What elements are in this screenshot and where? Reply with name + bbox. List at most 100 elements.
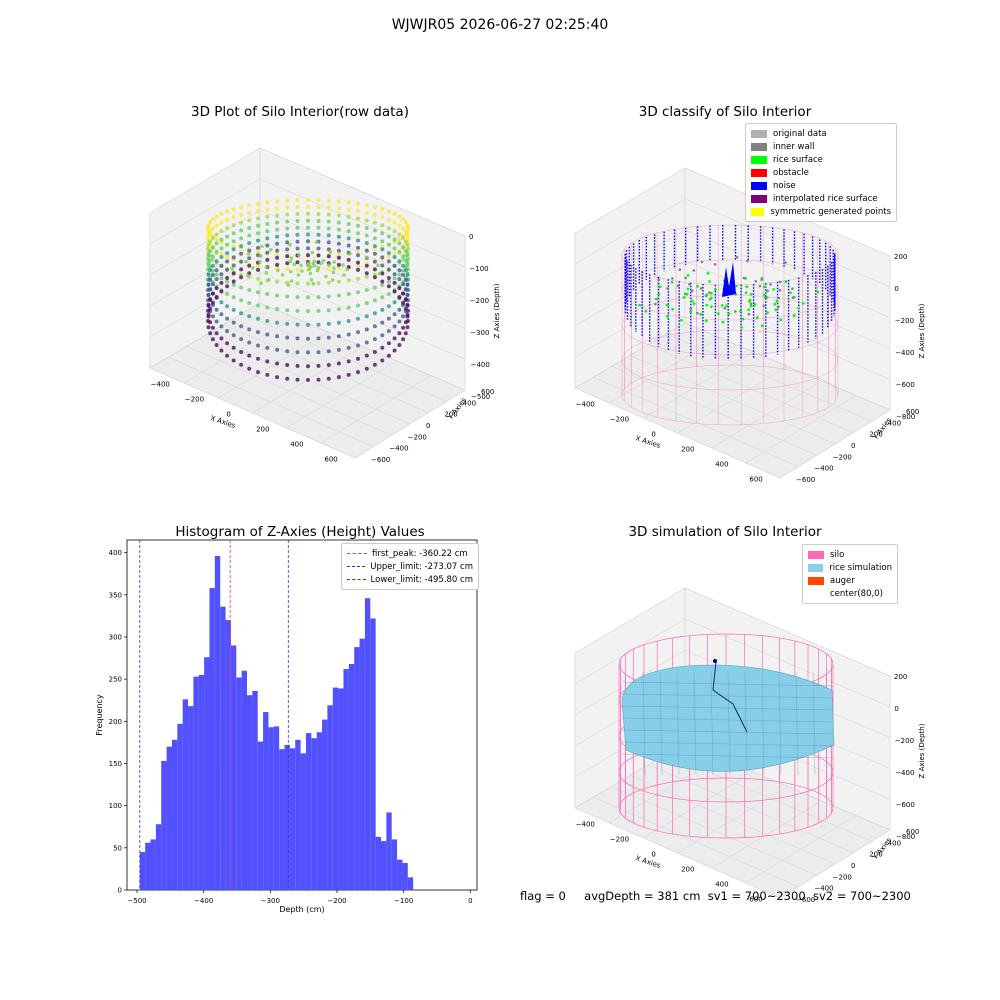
data-point bbox=[397, 241, 402, 246]
rice-surface-point bbox=[748, 300, 751, 303]
data-point bbox=[295, 198, 300, 203]
inner-wall-point bbox=[749, 302, 753, 306]
data-point bbox=[392, 280, 397, 285]
y-tick-label: −600 bbox=[796, 896, 815, 904]
data-point bbox=[256, 216, 260, 221]
data-point bbox=[247, 241, 252, 246]
data-point bbox=[231, 307, 236, 312]
data-point bbox=[214, 286, 219, 291]
histogram-bar bbox=[220, 606, 226, 890]
data-point bbox=[256, 201, 260, 206]
data-point bbox=[372, 220, 377, 225]
data-point bbox=[346, 305, 351, 310]
legend-swatch bbox=[347, 566, 366, 567]
data-point bbox=[306, 225, 310, 230]
data-point bbox=[401, 217, 406, 222]
data-point bbox=[260, 244, 264, 249]
data-point bbox=[380, 223, 385, 228]
data-point bbox=[256, 263, 260, 268]
data-point bbox=[295, 281, 300, 286]
rice-surface-point bbox=[708, 280, 711, 283]
inner-wall-point bbox=[723, 306, 727, 310]
data-point bbox=[403, 220, 408, 225]
data-point bbox=[356, 250, 360, 255]
data-point bbox=[265, 292, 270, 296]
y-tick-label: −200 bbox=[833, 453, 852, 461]
data-point bbox=[214, 343, 219, 347]
data-point bbox=[336, 199, 341, 204]
legend-entry: original data bbox=[751, 127, 891, 140]
data-point bbox=[346, 207, 351, 212]
histogram-bar bbox=[252, 690, 258, 890]
data-point bbox=[225, 234, 230, 239]
data-point bbox=[346, 292, 351, 296]
data-point bbox=[364, 340, 369, 345]
data-point bbox=[392, 312, 397, 317]
data-point bbox=[265, 236, 270, 241]
inner-wall-point bbox=[742, 276, 746, 280]
data-point bbox=[285, 261, 290, 266]
data-point bbox=[356, 343, 360, 348]
data-point bbox=[380, 282, 385, 287]
data-point bbox=[405, 312, 410, 317]
rice-surface-point bbox=[644, 309, 648, 313]
histogram-bar bbox=[145, 842, 151, 890]
data-point bbox=[239, 259, 244, 264]
data-point bbox=[309, 277, 314, 282]
data-point bbox=[372, 324, 377, 329]
data-point bbox=[346, 257, 351, 262]
z-tick-label: −400 bbox=[895, 769, 914, 777]
rice-surface-point bbox=[658, 285, 662, 288]
data-point bbox=[356, 316, 360, 321]
data-point bbox=[265, 332, 270, 337]
data-point bbox=[300, 269, 304, 273]
data-point bbox=[336, 248, 341, 253]
data-point bbox=[256, 276, 260, 281]
data-point bbox=[316, 225, 321, 230]
data-point bbox=[346, 319, 351, 323]
legend-entry: symmetric generated points bbox=[751, 205, 891, 218]
z-tick-label: −600 bbox=[896, 381, 915, 389]
data-point bbox=[210, 226, 215, 231]
data-point bbox=[380, 345, 385, 350]
data-point bbox=[326, 280, 331, 285]
data-point bbox=[310, 250, 315, 255]
data-point bbox=[380, 333, 385, 338]
histogram-bar bbox=[279, 749, 285, 890]
legend-label: Upper_limit: -273.07 cm bbox=[370, 561, 473, 572]
rice-surface-point bbox=[774, 308, 778, 311]
data-point bbox=[275, 206, 280, 211]
data-point bbox=[380, 271, 385, 276]
data-point bbox=[256, 356, 260, 361]
data-point bbox=[306, 211, 310, 216]
data-point bbox=[372, 213, 377, 217]
data-point bbox=[316, 336, 321, 341]
rice-surface-point bbox=[709, 305, 713, 308]
grid-line bbox=[745, 395, 856, 464]
data-point bbox=[258, 260, 262, 264]
data-point bbox=[275, 307, 280, 312]
data-point bbox=[356, 263, 360, 268]
data-point bbox=[210, 217, 215, 222]
data-point bbox=[326, 363, 331, 367]
data-point bbox=[219, 312, 224, 317]
x-tick-label: 600 bbox=[749, 476, 762, 484]
x-tick-label: 400 bbox=[715, 881, 728, 889]
data-point bbox=[267, 278, 271, 282]
x-axis-label: Depth (cm) bbox=[279, 905, 324, 914]
data-point bbox=[403, 249, 408, 253]
data-point bbox=[326, 212, 331, 217]
data-point bbox=[292, 262, 297, 267]
grid-line bbox=[149, 271, 261, 338]
data-point bbox=[336, 293, 341, 298]
data-point bbox=[225, 209, 230, 214]
data-point bbox=[245, 273, 250, 278]
data-point bbox=[295, 336, 300, 341]
data-point bbox=[401, 226, 406, 231]
legend-label: rice surface bbox=[773, 154, 823, 165]
y-tick-label: −600 bbox=[371, 456, 390, 464]
data-point bbox=[306, 204, 310, 209]
legend-swatch bbox=[751, 181, 767, 190]
data-point bbox=[308, 271, 313, 276]
surface-mesh-line bbox=[693, 671, 697, 776]
